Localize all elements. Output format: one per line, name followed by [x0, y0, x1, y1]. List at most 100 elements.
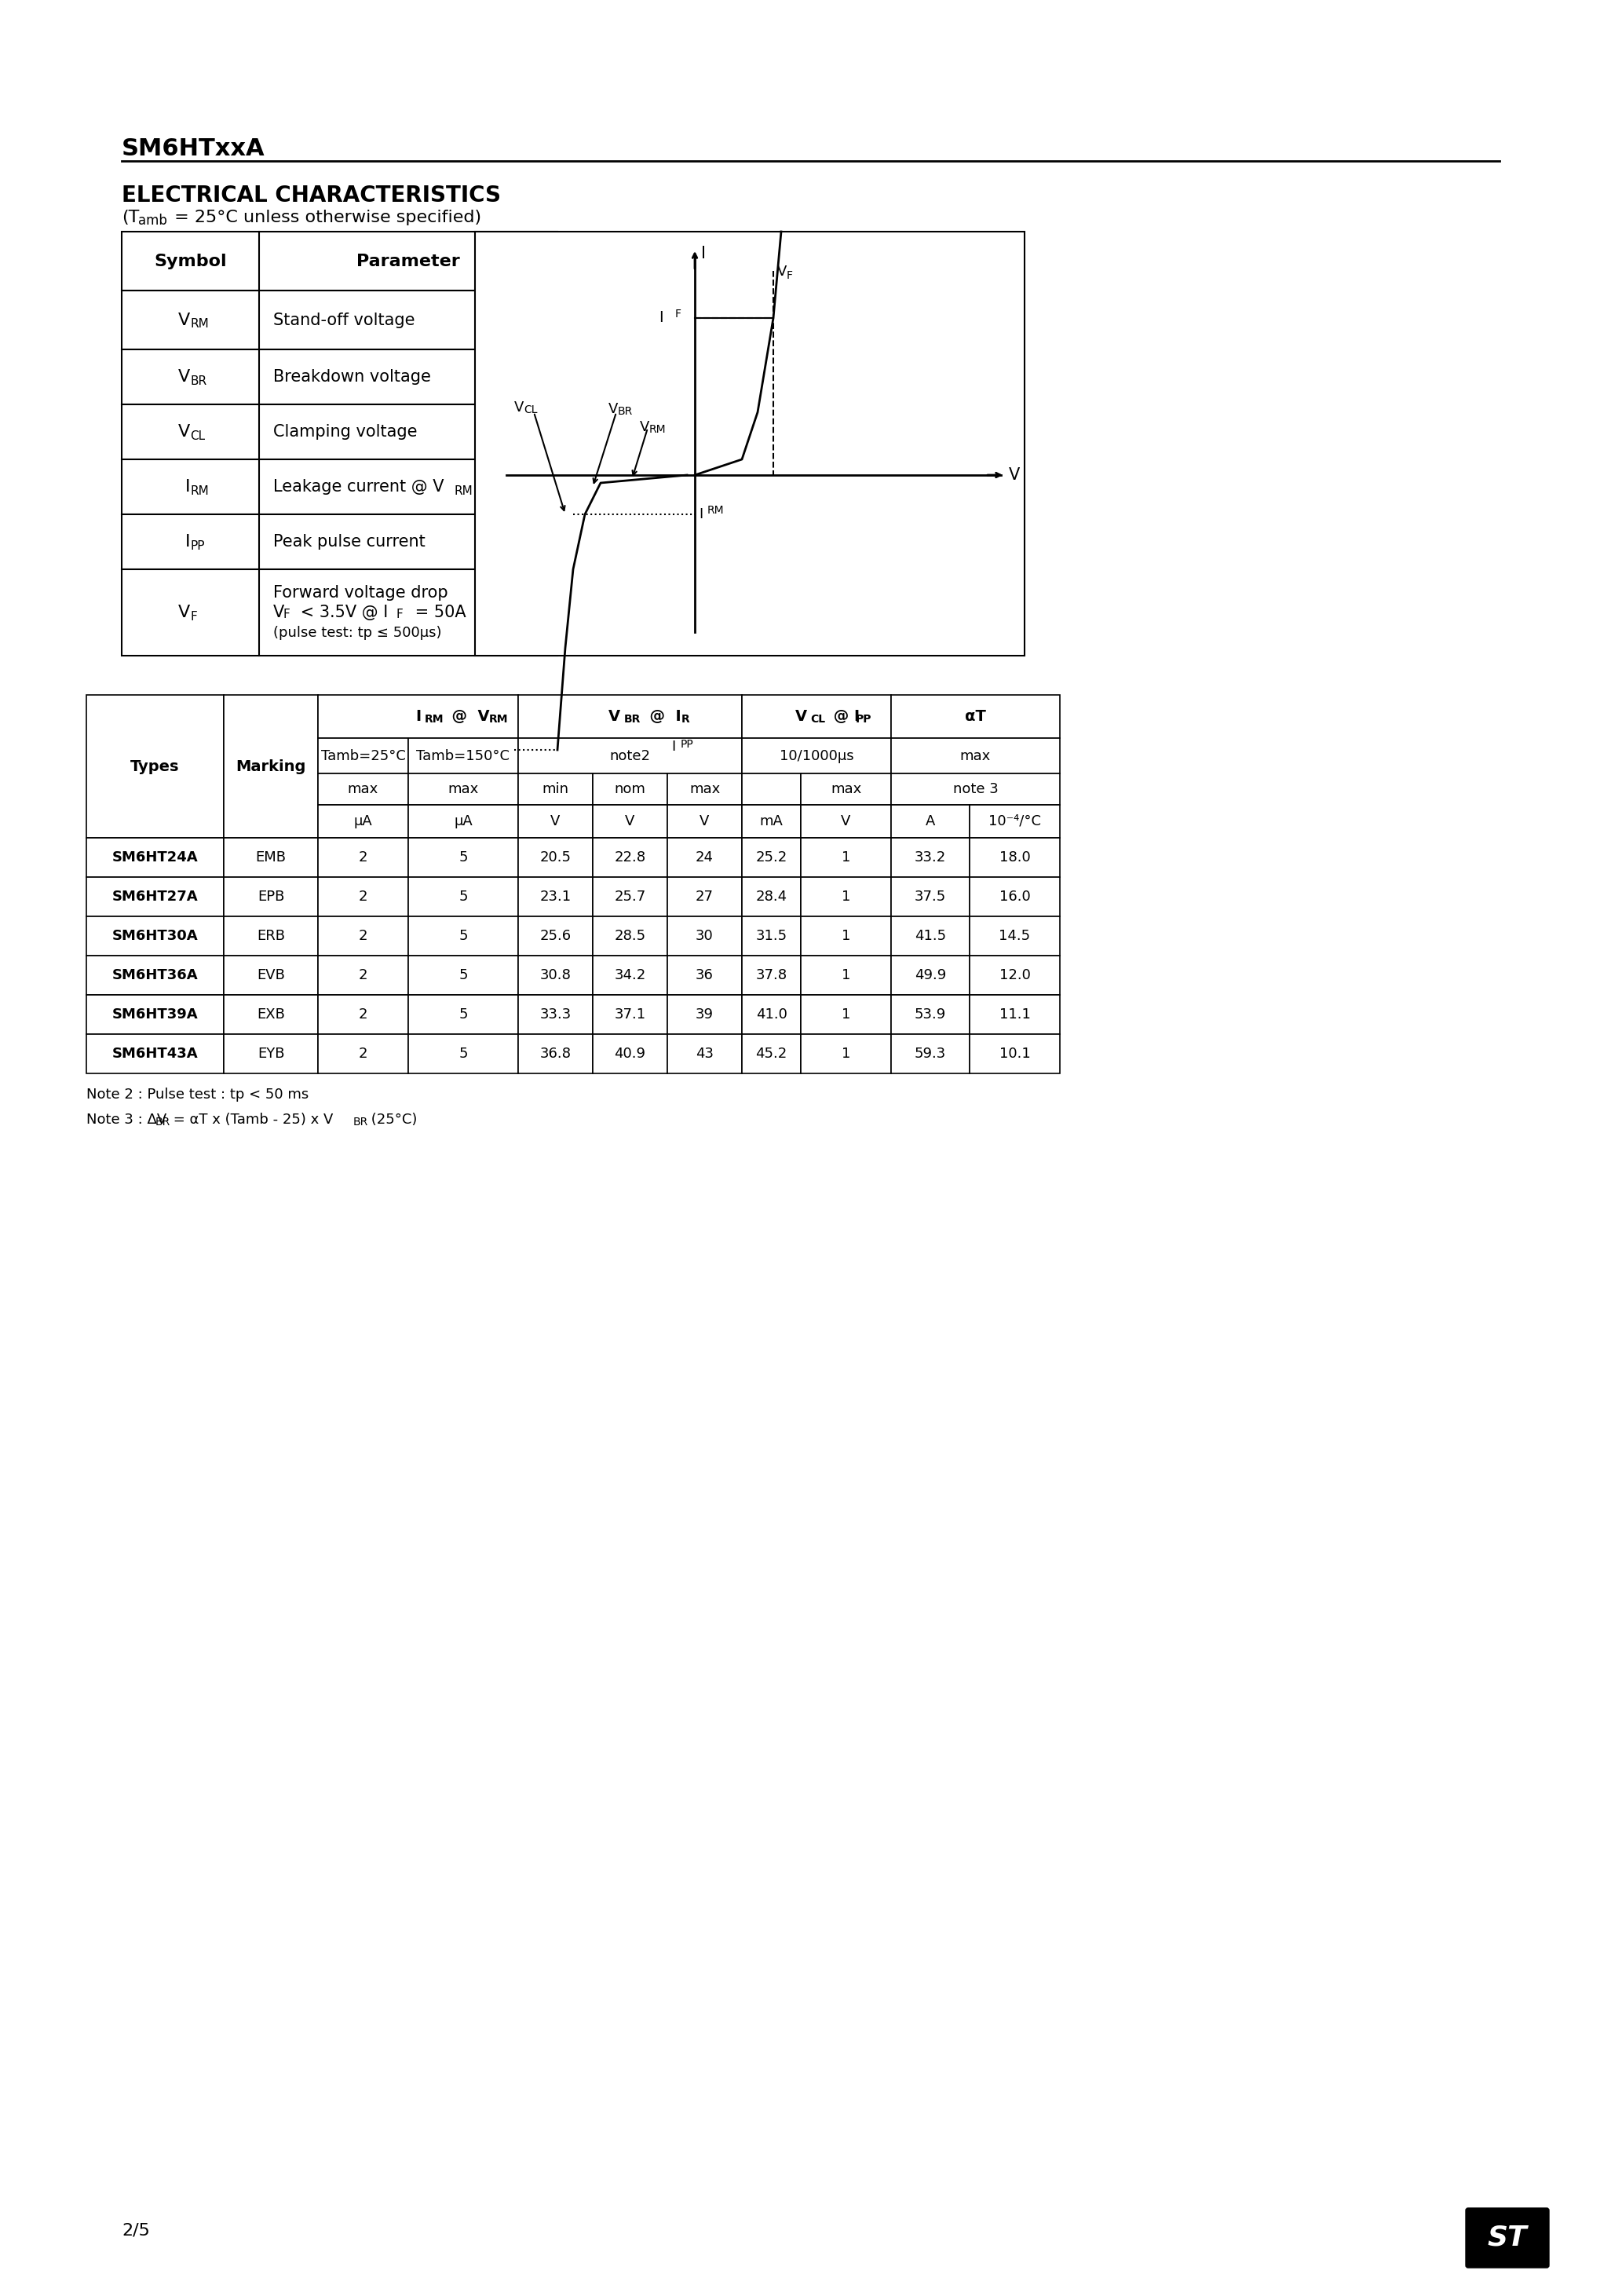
Text: Parameter: Parameter: [357, 253, 461, 269]
Bar: [592, 955, 667, 994]
Text: RM: RM: [488, 714, 508, 726]
Bar: [318, 994, 409, 1033]
Bar: [667, 806, 741, 838]
Text: RM: RM: [190, 319, 209, 331]
Bar: [592, 806, 667, 838]
Bar: [122, 232, 558, 292]
Text: 14.5: 14.5: [999, 930, 1030, 944]
Text: RM: RM: [707, 505, 725, 517]
Text: V: V: [1009, 466, 1020, 482]
Bar: [122, 569, 558, 657]
Bar: [318, 955, 409, 994]
Text: RM: RM: [425, 714, 443, 726]
Text: RM: RM: [190, 484, 209, 496]
Bar: [970, 1033, 1059, 1075]
Text: 5: 5: [459, 930, 467, 944]
Text: 1: 1: [842, 930, 850, 944]
Text: SM6HT39A: SM6HT39A: [112, 1008, 198, 1022]
Text: 2: 2: [358, 889, 368, 905]
Text: note2: note2: [610, 748, 650, 762]
Bar: [86, 838, 224, 877]
Text: 23.1: 23.1: [540, 889, 571, 905]
Text: 22.8: 22.8: [615, 850, 646, 866]
Bar: [592, 994, 667, 1033]
Text: 1: 1: [842, 850, 850, 866]
Text: F: F: [282, 608, 289, 620]
Bar: [890, 916, 970, 955]
Bar: [592, 877, 667, 916]
Text: PP: PP: [190, 540, 204, 551]
Bar: [741, 774, 801, 806]
Text: SM6HTxxA: SM6HTxxA: [122, 138, 264, 161]
Text: CL: CL: [524, 404, 537, 416]
Bar: [970, 806, 1059, 838]
Text: 36.8: 36.8: [540, 1047, 571, 1061]
Bar: [741, 877, 801, 916]
Text: 53.9: 53.9: [915, 1008, 946, 1022]
Bar: [224, 994, 318, 1033]
Text: @ I: @ I: [829, 709, 860, 723]
Text: EVB: EVB: [256, 969, 285, 983]
Text: V: V: [842, 815, 852, 829]
Text: I: I: [415, 709, 420, 723]
Bar: [667, 994, 741, 1033]
Text: 10.1: 10.1: [999, 1047, 1030, 1061]
Text: @  I: @ I: [639, 709, 681, 723]
Text: Tamb=25°C: Tamb=25°C: [321, 748, 406, 762]
Bar: [517, 737, 741, 774]
Text: αT: αT: [965, 709, 986, 723]
Bar: [592, 1033, 667, 1075]
Bar: [517, 806, 592, 838]
Text: max: max: [830, 783, 861, 797]
Text: 39: 39: [696, 1008, 714, 1022]
Text: Stand-off voltage: Stand-off voltage: [272, 312, 415, 328]
Text: 5: 5: [459, 889, 467, 905]
Text: max: max: [448, 783, 478, 797]
Text: Tamb=150°C: Tamb=150°C: [417, 748, 509, 762]
Text: BR: BR: [354, 1116, 368, 1127]
Bar: [801, 774, 890, 806]
Bar: [318, 838, 409, 877]
Bar: [890, 774, 1059, 806]
Bar: [517, 877, 592, 916]
Text: 40.9: 40.9: [615, 1047, 646, 1061]
Text: Marking: Marking: [235, 760, 307, 774]
Text: V: V: [777, 264, 787, 278]
Bar: [86, 916, 224, 955]
Bar: [741, 696, 890, 737]
Text: Breakdown voltage: Breakdown voltage: [272, 370, 431, 386]
Bar: [741, 955, 801, 994]
Text: I: I: [185, 480, 190, 494]
Text: 2: 2: [358, 930, 368, 944]
Text: Note 2 : Pulse test : tp < 50 ms: Note 2 : Pulse test : tp < 50 ms: [86, 1088, 308, 1102]
Text: F: F: [396, 608, 404, 620]
Text: Leakage current @ V: Leakage current @ V: [272, 480, 444, 494]
Text: I: I: [185, 535, 190, 549]
Bar: [517, 838, 592, 877]
Text: PP: PP: [681, 739, 694, 751]
Text: max: max: [347, 783, 378, 797]
Text: SM6HT36A: SM6HT36A: [112, 969, 198, 983]
Text: = 50A: = 50A: [410, 604, 466, 620]
Text: 10/1000μs: 10/1000μs: [779, 748, 853, 762]
Text: 1: 1: [842, 969, 850, 983]
Text: (pulse test: tp ≤ 500μs): (pulse test: tp ≤ 500μs): [272, 627, 441, 641]
Bar: [801, 955, 890, 994]
Bar: [409, 806, 517, 838]
Text: V: V: [608, 709, 620, 723]
Bar: [409, 994, 517, 1033]
Text: mA: mA: [759, 815, 783, 829]
Text: 37.1: 37.1: [615, 1008, 646, 1022]
Text: SM6HT30A: SM6HT30A: [112, 930, 198, 944]
Text: (25°C): (25°C): [367, 1114, 417, 1127]
Bar: [741, 916, 801, 955]
Bar: [592, 916, 667, 955]
Bar: [741, 838, 801, 877]
FancyBboxPatch shape: [1466, 2209, 1549, 2268]
Text: = 25°C unless otherwise specified): = 25°C unless otherwise specified): [169, 209, 482, 225]
Bar: [122, 349, 558, 404]
Text: Forward voltage drop: Forward voltage drop: [272, 585, 448, 602]
Bar: [122, 292, 558, 349]
Text: 59.3: 59.3: [915, 1047, 946, 1061]
Bar: [970, 916, 1059, 955]
